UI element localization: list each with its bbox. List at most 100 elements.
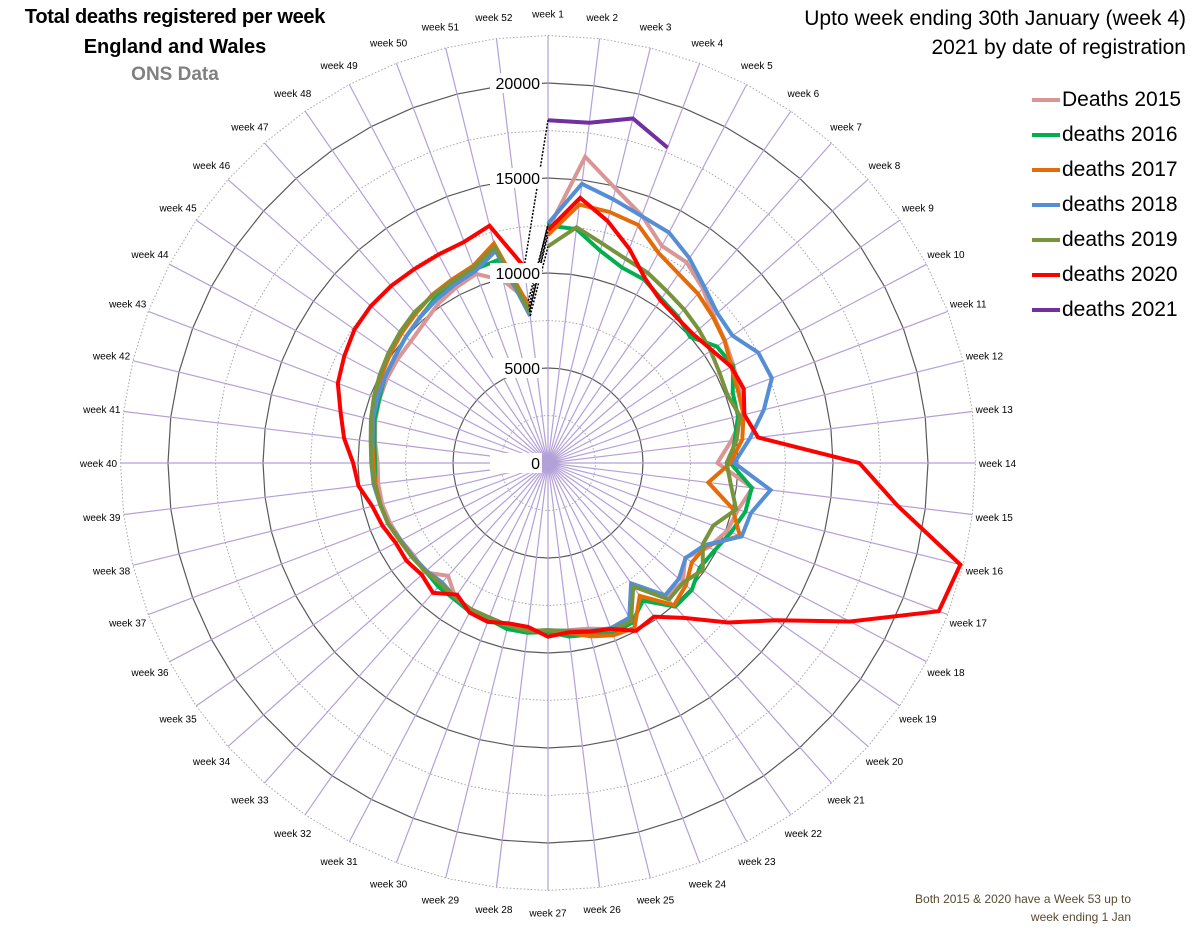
week-labels: week 1 week 2 week 3 week 4 week 5 week 6 week… [79, 10, 1017, 920]
week-label: week 10 [926, 250, 965, 261]
spoke [169, 263, 549, 464]
spoke [547, 462, 748, 842]
week-label: week 18 [926, 668, 965, 679]
week-label: week 42 [92, 351, 131, 362]
spoke [495, 462, 549, 888]
week-label: week 6 [787, 89, 820, 100]
spoke [547, 462, 948, 616]
radial-tick-label: 15000 [496, 171, 541, 188]
spoke [395, 63, 549, 464]
spoke [123, 462, 549, 516]
week-label: week 44 [130, 250, 169, 261]
spoke [148, 310, 549, 464]
week-label: week 11 [949, 300, 987, 311]
week-label: week 26 [583, 905, 622, 916]
spoke [547, 110, 792, 464]
week-label: week 25 [636, 895, 675, 906]
week-label: week 38 [92, 567, 131, 578]
spoke [547, 360, 964, 464]
legend-swatch [1032, 132, 1060, 137]
spoke [547, 179, 869, 464]
week-label: week 50 [369, 39, 408, 50]
week-label: week 1 [531, 10, 564, 21]
radar-spokes [120, 35, 976, 891]
week-label: week 32 [273, 829, 312, 840]
spoke [148, 462, 549, 616]
week-label: week 4 [691, 39, 724, 50]
week-label: week 21 [826, 795, 865, 806]
week-label: week 16 [965, 567, 1004, 578]
week-label: week 35 [158, 714, 197, 725]
legend-swatch [1032, 272, 1060, 277]
spoke [547, 462, 651, 879]
week-label: week 45 [158, 204, 197, 215]
spoke [304, 110, 549, 464]
spoke [547, 263, 927, 464]
radial-tick-label: 20000 [496, 76, 541, 93]
week-label: week 17 [949, 618, 988, 629]
week-label: week 15 [975, 513, 1014, 524]
week-label: week 36 [130, 668, 169, 679]
spoke [195, 219, 549, 464]
spoke [227, 462, 549, 747]
legend-label: Deaths 2015 [1062, 87, 1182, 111]
week-label: week 23 [737, 857, 776, 868]
week-label: week 14 [978, 459, 1017, 470]
legend-item: deaths 2019 [1032, 222, 1181, 257]
week-label: week 51 [421, 23, 460, 34]
week-label: week 12 [965, 351, 1004, 362]
chart-title: Total deaths registered per week [24, 6, 326, 28]
week-label: week 48 [273, 89, 312, 100]
minor-ring [499, 414, 597, 512]
week-label: week 20 [865, 757, 904, 768]
legend-label: deaths 2016 [1062, 122, 1178, 146]
spoke [547, 63, 701, 464]
spoke [547, 462, 869, 747]
week-label: week 39 [82, 513, 121, 524]
footnote-line2: week ending 1 Jan [1030, 910, 1131, 924]
week-label: week 46 [192, 161, 231, 172]
week-label: week 34 [192, 757, 231, 768]
legend-label: deaths 2018 [1062, 192, 1178, 216]
week-label: week 33 [230, 795, 269, 806]
week-label: week 37 [108, 618, 147, 629]
spoke [547, 310, 948, 464]
spoke [227, 179, 549, 464]
legend-label: deaths 2020 [1062, 262, 1178, 286]
year-wrap-connectors [523, 120, 549, 317]
legend-item: deaths 2017 [1032, 152, 1181, 187]
legend-swatch [1032, 237, 1060, 242]
year-wrap-connector [523, 120, 549, 267]
spoke [348, 84, 549, 464]
legend-item: Deaths 2015 [1032, 82, 1181, 117]
week-label: week 3 [639, 23, 672, 34]
radial-tick-label: 0 [531, 456, 540, 473]
chart-subtitle-line2: 2021 by date of registration [931, 36, 1186, 59]
week-label: week 52 [474, 13, 513, 24]
series-line [335, 195, 963, 639]
spoke [195, 462, 549, 707]
radial-tick-label: 5000 [504, 361, 540, 378]
week-label: week 13 [975, 405, 1014, 416]
legend-label: deaths 2019 [1062, 227, 1178, 251]
series-line [547, 116, 669, 150]
tick-label-bg [490, 73, 542, 93]
spoke [348, 462, 549, 842]
spoke [264, 462, 549, 784]
legend-item: deaths 2016 [1032, 117, 1181, 152]
week-label: week 47 [230, 123, 269, 134]
footnote: Both 2015 & 2020 have a Week 53 up to we… [915, 890, 1131, 926]
week-label: week 9 [901, 204, 934, 215]
spoke [547, 142, 832, 464]
week-label: week 19 [898, 714, 937, 725]
week-label: week 27 [528, 909, 567, 920]
spoke [495, 38, 549, 464]
spoke [547, 462, 973, 516]
legend-item: deaths 2018 [1032, 187, 1181, 222]
spoke [123, 410, 549, 464]
week-label: week 24 [688, 879, 727, 890]
legend-item: deaths 2021 [1032, 292, 1181, 327]
chart-source: ONS Data [131, 64, 219, 85]
series-line [368, 224, 742, 633]
